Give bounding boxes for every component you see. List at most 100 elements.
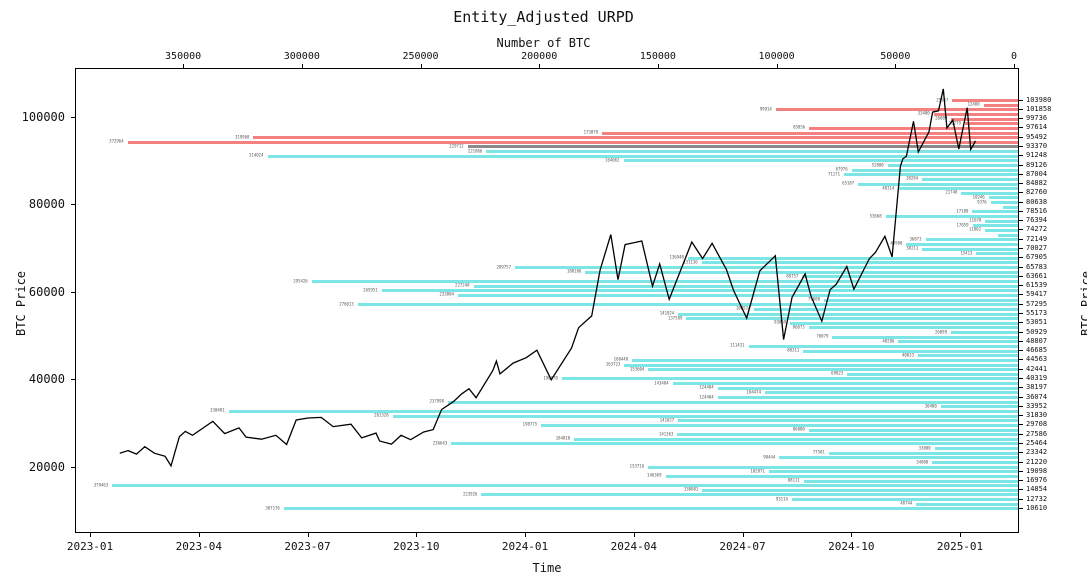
urpd-bar-value: 108924 (735, 305, 751, 311)
urpd-bar (541, 423, 1018, 427)
right-axis-tick-label: 36074 (1026, 392, 1048, 401)
urpd-bar (1002, 205, 1018, 209)
right-axis-tick (1019, 136, 1023, 138)
right-axis-tick (1019, 173, 1023, 175)
right-axis-tick (1019, 220, 1023, 222)
right-axis-tick (1019, 470, 1023, 472)
right-axis-tick-label: 21220 (1026, 457, 1048, 466)
urpd-bar (481, 493, 1018, 497)
right-axis-tick (1019, 480, 1023, 481)
urpd-bar-value: 124404 (699, 384, 714, 390)
urpd-bar-value: 52800 (871, 162, 884, 167)
right-axis-tick (1019, 498, 1023, 500)
urpd-bar-value: 34000 (916, 459, 929, 464)
urpd-bar (952, 99, 1018, 102)
right-axis-tick (1019, 442, 1023, 444)
right-axis-tick-label: 44563 (1026, 355, 1048, 364)
bottom-axis-tick[interactable] (90, 533, 91, 537)
right-axis-tick-label: 12732 (1026, 494, 1048, 503)
right-axis-tick (1019, 248, 1023, 249)
right-axis-tick-label: 89126 (1026, 160, 1048, 169)
urpd-bar (940, 405, 1018, 409)
right-axis-tick (1019, 340, 1023, 342)
right-axis-tick-label: 55173 (1026, 309, 1048, 317)
urpd-bar-value: 379463 (93, 482, 109, 488)
urpd-bar-value: 229712 (449, 143, 464, 149)
right-axis-tick-label: 78516 (1026, 206, 1048, 215)
bottom-axis-tick[interactable] (851, 533, 853, 537)
urpd-bar-value: 26099 (934, 329, 947, 334)
right-axis-tick (1019, 266, 1023, 268)
urpd-bar-value: 163723 (605, 361, 621, 367)
urpd-bar-value: 307176 (265, 505, 280, 511)
urpd-bar (803, 479, 1018, 483)
urpd-bar-value: 124404 (699, 394, 714, 399)
right-axis-tick (1019, 377, 1023, 379)
urpd-bar (357, 303, 1018, 307)
urpd-bar-value: 237998 (429, 398, 444, 404)
left-axis-tick-label: 40000 (28, 372, 65, 387)
urpd-bar (951, 117, 1018, 121)
right-axis-tick (1019, 155, 1023, 157)
bottom-axis-tick[interactable] (416, 533, 418, 537)
bottom-axis-tick[interactable] (307, 533, 309, 537)
right-axis-tick-label: 48807 (1026, 336, 1048, 345)
urpd-bar-value: 221866 (467, 148, 483, 153)
urpd-bar (985, 228, 1018, 232)
urpd-bar (228, 409, 1018, 413)
bottom-axis-tick[interactable] (960, 533, 961, 537)
top-axis-tick-label: 250000 (402, 51, 439, 62)
urpd-bar-value: 227248 (455, 282, 470, 288)
urpd-bar (267, 154, 1018, 158)
urpd-bar (998, 233, 1018, 237)
urpd-bar (574, 437, 1018, 441)
urpd-bar (961, 191, 1018, 195)
urpd-bar (624, 363, 1018, 367)
chart-title: Entity_Adjusted URPD (453, 8, 634, 26)
right-axis-tick (1019, 210, 1023, 212)
bottom-axis-tick[interactable] (742, 533, 744, 537)
top-axis-title: Number of BTC (496, 36, 591, 50)
bottom-axis-tick[interactable] (198, 533, 200, 537)
bottom-axis-tick[interactable] (633, 533, 635, 537)
urpd-bar (922, 177, 1018, 181)
urpd-bar-value: 330401 (210, 407, 225, 413)
urpd-bar-value: 319968 (234, 134, 250, 140)
urpd-bar (925, 238, 1018, 242)
right-axis-tick-label: 23342 (1026, 448, 1048, 457)
urpd-bar-value: 136948 (669, 254, 684, 260)
urpd-bar-value: 223926 (462, 491, 478, 497)
top-axis-tick-label: 150000 (639, 51, 676, 62)
urpd-bar-value: 131136 (683, 259, 698, 265)
urpd-bar (283, 507, 1018, 511)
right-axis-tick (1019, 127, 1023, 129)
right-axis-tick-label: 29708 (1026, 420, 1048, 429)
urpd-bar-value: 209757 (496, 264, 511, 270)
right-axis-tick (1019, 387, 1023, 389)
right-axis-tick-label: 42441 (1026, 364, 1048, 373)
left-axis-tick (71, 379, 75, 381)
left-axis-tick (71, 466, 75, 468)
bottom-axis-tick[interactable] (525, 533, 526, 537)
right-axis-tick (1019, 331, 1023, 333)
urpd-bar (906, 242, 1018, 246)
right-axis-tick (1019, 489, 1023, 491)
urpd-bar-value: 85856 (793, 124, 806, 130)
urpd-bar (932, 461, 1018, 464)
urpd-bar (467, 145, 1018, 149)
urpd-bar (717, 396, 1018, 399)
right-axis-tick (1019, 368, 1023, 370)
right-axis-tick-label: 31830 (1026, 411, 1048, 420)
right-axis-tick-label: 74272 (1026, 225, 1048, 234)
urpd-bar-value: 295426 (293, 278, 308, 283)
urpd-bar-value: 372964 (109, 138, 124, 144)
right-axis-tick-label: 19098 (1026, 466, 1048, 475)
right-axis-tick-label: 27586 (1026, 429, 1048, 438)
bottom-axis-tick-label: 2023-04 (175, 540, 222, 553)
urpd-bar (602, 131, 1018, 135)
right-axis-tick (1019, 192, 1023, 194)
top-axis-tick (301, 64, 303, 68)
urpd-bar-value: 40033 (901, 352, 914, 358)
right-axis-tick-label: 91248 (1026, 151, 1048, 160)
urpd-bar-value: 88111 (787, 477, 800, 483)
